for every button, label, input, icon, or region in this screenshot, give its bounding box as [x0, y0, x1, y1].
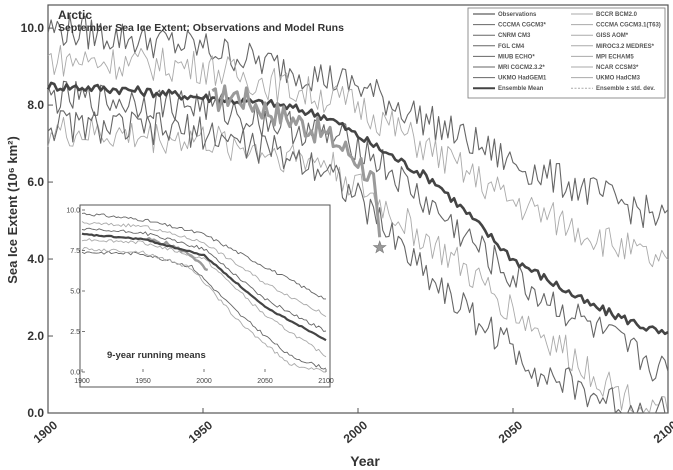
inset-series-line-model-5 [81, 250, 327, 370]
legend-entry: BCCR BCM2.0 [596, 12, 638, 18]
legend-entry: CCCMA CGCM3.1(T63) [596, 23, 661, 29]
series-line-model-lowest [47, 110, 668, 414]
y-tick-label: 0.0 [27, 406, 44, 420]
legend: Observations BCCR BCM2.0 CCCMA CGCM3* CCCMA… [473, 12, 661, 92]
legend-box [467, 7, 666, 99]
x-axis-label: Year [350, 453, 380, 469]
inset-y-axis-ticks: 0.0 2.5 5.0 7.5 10.0 [66, 208, 85, 377]
legend-entry: MPI ECHAM5 [596, 54, 634, 60]
x-axis-ticks: 1900 1950 2000 2050 2100 [31, 408, 673, 446]
x-tick-label: 2100 [651, 418, 673, 446]
y-tick-label: 8.0 [27, 98, 44, 112]
inset-series-line-model-6 [81, 247, 326, 373]
observation-end-star [372, 240, 387, 254]
legend-entry: MIROC3.2 MEDRES* [596, 44, 655, 50]
inset-y-tick-label: 10.0 [66, 208, 80, 215]
legend-entry: MIUB ECHO* [498, 54, 535, 60]
legend-entry: FGL CM4 [498, 44, 525, 50]
inset-y-tick-label: 5.0 [70, 289, 80, 296]
inset-y-tick-label: 7.5 [70, 248, 80, 255]
inset-series-line-model-3 [81, 227, 327, 332]
inset-series-line-model-2 [81, 221, 327, 317]
y-axis-label: Sea Ice Extent (10⁶ km²) [5, 136, 20, 284]
x-tick-label: 2000 [341, 418, 371, 446]
x-tick-label: 1900 [31, 418, 61, 446]
legend-entry: UKMO HadCM3 [596, 76, 641, 82]
x-tick-label: 2050 [496, 418, 526, 446]
inset-series-line-model-1 [81, 212, 326, 300]
inset-y-tick-label: 2.5 [70, 329, 80, 336]
legend-entry: GISS AOM* [596, 33, 629, 39]
inset-x-axis-ticks: 1900 1950 2000 2050 2100 [74, 369, 334, 385]
legend-entry: Ensemble ± std. dev. [596, 86, 655, 92]
main-series-group [46, 14, 669, 414]
x-tick-label: 1950 [186, 418, 216, 446]
inset-x-tick-label: 1900 [74, 378, 90, 385]
inset-series-group [81, 212, 327, 373]
legend-entry: Ensemble Mean [498, 86, 544, 92]
inset-series-line-ensemble-mean [81, 232, 327, 342]
chart-subtitle: September Sea Ice Extent: Observations a… [58, 22, 344, 34]
y-tick-label: 4.0 [27, 252, 44, 266]
series-line-observations [211, 84, 382, 238]
legend-entry: UKMO HadGEM1 [498, 76, 547, 82]
inset-x-tick-label: 2100 [318, 378, 334, 385]
legend-entry: Observations [498, 12, 537, 18]
legend-entry: CNRM CM3 [498, 33, 531, 39]
y-tick-label: 10.0 [21, 21, 45, 35]
inset-y-tick-label: 0.0 [70, 370, 80, 377]
inset-title: 9-year running means [107, 350, 206, 361]
legend-entry: NCAR CCSM3* [596, 65, 639, 71]
y-tick-label: 6.0 [27, 175, 44, 189]
legend-entry: MRI CGCM2.3.2* [498, 65, 545, 71]
inset-x-tick-label: 1950 [135, 378, 151, 385]
y-tick-label: 2.0 [27, 329, 44, 343]
inset-x-tick-label: 2000 [196, 378, 212, 385]
legend-entry: CCCMA CGCM3* [498, 23, 546, 29]
inset-series-line-model-4 [81, 238, 327, 358]
series-line-ensemble-mean [46, 81, 669, 336]
chart-title: Arctic [58, 8, 92, 22]
y-axis-ticks: 0.0 2.0 4.0 6.0 8.0 10.0 [21, 21, 53, 420]
series-line-model-high [47, 14, 669, 229]
inset-x-tick-label: 2050 [257, 378, 273, 385]
series-line-model-upper [47, 44, 669, 268]
